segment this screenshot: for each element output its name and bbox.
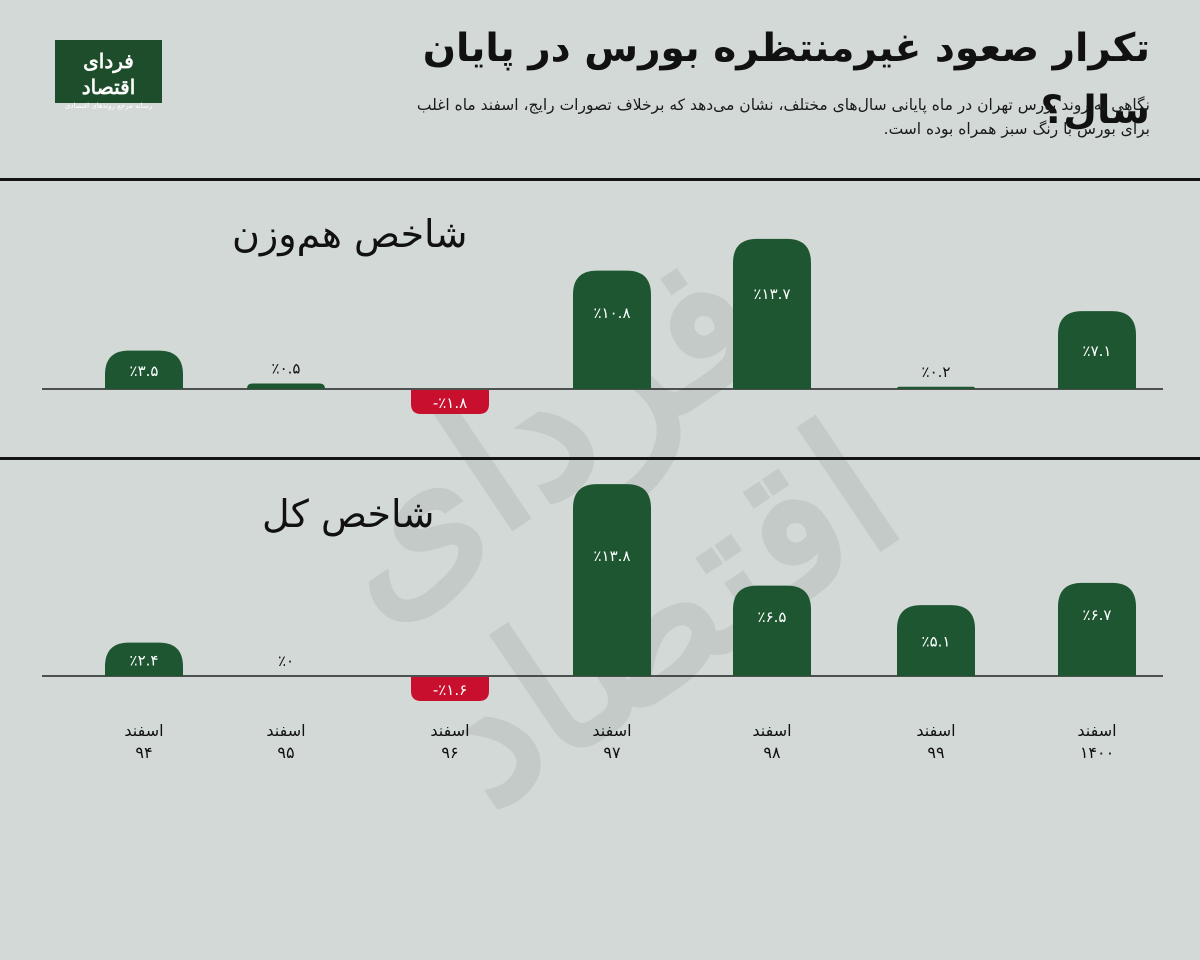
- bar-0-2: [411, 390, 489, 414]
- bar-value-label: ٪۶.۵: [758, 608, 787, 626]
- bar-value-label: ٪۲.۴: [130, 651, 159, 669]
- chart-title-equal-weight: شاخص هم‌وزن: [232, 212, 468, 256]
- x-tick-year: ۹۸: [763, 743, 781, 762]
- x-tick-month: اسفند: [916, 721, 955, 740]
- x-tick-month: اسفند: [592, 721, 631, 740]
- bar-value-label: -٪۱.۸: [433, 394, 467, 412]
- x-tick-year: ۱۴۰۰: [1080, 743, 1114, 762]
- bar-value-label: ٪۱۳.۸: [594, 547, 631, 565]
- bar-0-4: [733, 238, 811, 389]
- x-tick-month: اسفند: [124, 721, 163, 740]
- x-tick-year: ۹۴: [135, 743, 152, 762]
- middle-divider: [0, 457, 1200, 460]
- x-tick-month: اسفند: [266, 721, 305, 740]
- brand-tagline: رسانه مرجع روندهای اقتصادی: [64, 102, 153, 110]
- bar-1-2: [411, 677, 489, 701]
- x-tick-year: ۹۹: [927, 743, 944, 762]
- bar-1-0: [105, 642, 183, 676]
- x-tick-year: ۹۷: [603, 743, 621, 762]
- x-tick-month: اسفند: [430, 721, 469, 740]
- chart-title-total-index: شاخص کل: [262, 492, 435, 536]
- x-tick-year: ۹۶: [441, 743, 458, 762]
- bar-1-5: [897, 605, 975, 676]
- bar-1-3: [573, 484, 651, 676]
- bar-value-label: ٪۱۳.۷: [754, 285, 791, 303]
- bar-1-4: [733, 585, 811, 676]
- top-divider: [0, 178, 1200, 181]
- bar-value-label: ٪۳.۵: [130, 362, 159, 380]
- bar-value-label: ٪۶.۷: [1083, 606, 1112, 624]
- bar-value-label: -٪۱.۶: [433, 681, 467, 699]
- bar-0-0: [105, 350, 183, 389]
- bar-value-label: ٪۰.۲: [922, 363, 951, 381]
- bar-1-6: [1058, 582, 1136, 676]
- bar-0-6: [1058, 311, 1136, 389]
- brand-name: فردای اقتصاد: [81, 49, 136, 99]
- bar-0-3: [573, 270, 651, 389]
- bar-0-1: [247, 383, 325, 389]
- brand-logo: فردای اقتصاد رسانه مرجع روندهای اقتصادی: [55, 40, 162, 110]
- bar-charts: ٪۳.۵ ٪۰.۵ -٪۱.۸ ٪۱۰.۸ ٪۱۳.۷ ٪۰.۲ ٪۷.۱ ٪۲.۴ ٪۰ -٪۱…: [42, 238, 1163, 762]
- bar-value-label: ٪۷.۱: [1083, 342, 1112, 360]
- bar-value-label: ٪۵.۱: [922, 633, 951, 651]
- bar-value-label: ٪۰: [278, 652, 294, 670]
- bar-0-5: [897, 386, 975, 389]
- x-tick-month: اسفند: [1077, 721, 1116, 740]
- bar-value-label: ٪۰.۵: [272, 360, 301, 378]
- x-tick-year: ۹۵: [277, 743, 294, 762]
- x-tick-month: اسفند: [752, 721, 791, 740]
- bar-value-label: ٪۱۰.۸: [594, 304, 631, 322]
- page-title: تکرار صعود غیرمنتظره بورس در پایان سال؟: [422, 26, 1150, 133]
- page-subtitle: نگاهی به روند بورس تهران در ماه پایانی س…: [416, 96, 1150, 138]
